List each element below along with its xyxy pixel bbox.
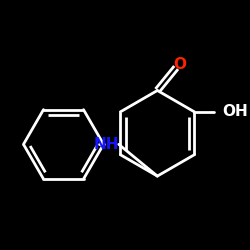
Text: O: O <box>173 57 186 72</box>
Text: OH: OH <box>222 104 248 120</box>
Text: NH: NH <box>94 137 119 152</box>
